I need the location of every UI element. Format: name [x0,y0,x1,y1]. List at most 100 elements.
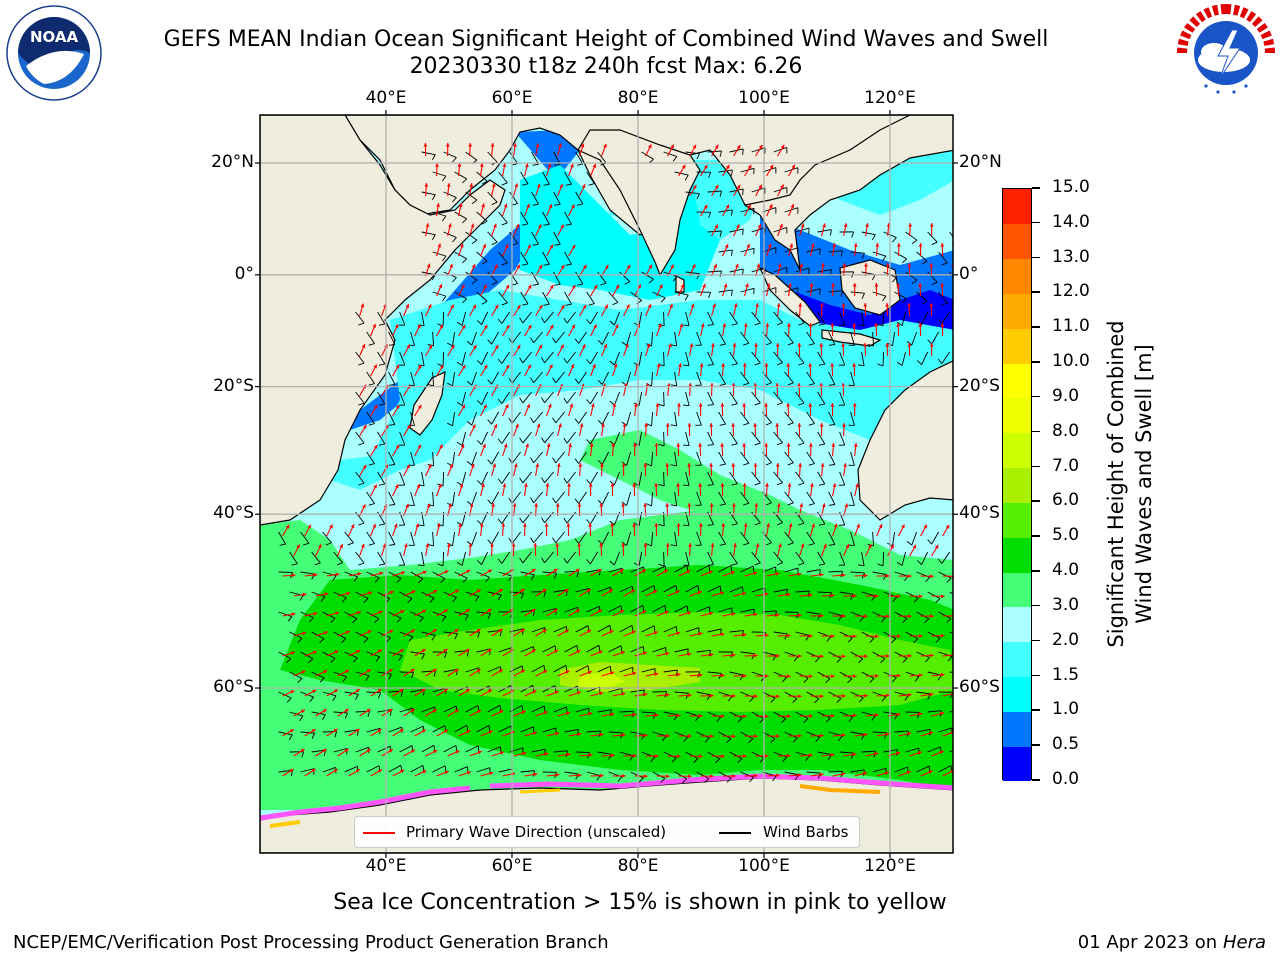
wave-arrow [436,688,448,697]
wave-arrow [929,342,934,357]
wave-arrow [852,282,857,297]
wave-arrow [656,363,661,377]
wind-barb [456,551,467,566]
wave-arrow [282,690,295,697]
wave-arrow [469,263,476,277]
wind-barb [645,531,654,547]
wind-barb [377,311,386,326]
wave-arrow [414,483,421,497]
wave-arrow [799,543,805,557]
wave-arrow [700,204,708,217]
wind-barb [476,211,488,225]
wave-arrow [643,462,648,477]
wave-arrow [392,523,398,537]
wave-arrow [678,693,692,698]
wind-barb [707,351,714,366]
wave-arrow [920,614,934,619]
wave-arrow [445,142,450,157]
wind-barb [894,651,908,663]
wind-barb [421,231,436,241]
wind-barb [762,731,776,743]
wave-arrow [425,708,438,717]
wave-arrow [458,203,463,217]
wind-barb [838,431,846,446]
land-madagascar [409,370,446,436]
wind-barb [894,291,908,304]
wind-barb [828,531,836,546]
wind-barb [729,751,743,763]
wave-arrow [907,262,912,277]
wind-barb [784,167,799,174]
wind-barb [896,351,907,366]
wave-arrow [469,628,481,637]
wave-arrow [874,322,879,337]
wave-arrow [788,164,796,177]
lon-label-top: 120°E [864,88,916,108]
band-1.0-1.5-sw [330,455,400,490]
wave-arrow [788,694,802,699]
colorbar-segment [1003,293,1031,329]
wave-arrow [777,543,782,557]
wave-arrow [348,523,355,537]
wind-barb [476,471,489,485]
wind-barb [398,311,406,326]
wave-arrow [898,731,912,737]
wind-barb [828,411,836,426]
wind-barb [432,651,448,659]
wind-barb [949,671,953,673]
wind-barb [685,191,700,200]
wave-arrow [370,649,383,657]
wave-arrow [579,753,593,757]
lat-label-left: 60°S [213,677,254,698]
wind-barb [586,644,601,653]
wind-barb [645,491,654,507]
wave-arrow [403,629,416,637]
wave-arrow [612,568,625,577]
wave-arrow [578,462,583,477]
wind-barb [938,571,952,583]
band-3.0-4.0-plume [580,430,860,545]
wave-arrow [678,164,686,177]
wave-arrow [359,424,367,437]
wave-arrow [568,691,582,697]
wind-barb [740,771,754,783]
wind-barb [630,645,645,653]
colorbar-tick-label: 15.0 [1052,177,1090,197]
wave-arrow [568,732,582,737]
wave-arrow [502,324,510,337]
wave-arrow [722,164,730,177]
wave-arrow [425,463,432,477]
wind-barb [410,764,425,773]
wind-barb [641,668,656,675]
wind-barb [740,287,755,295]
colorbar-tick-label: 7.0 [1052,455,1080,476]
wave-arrow [513,183,519,197]
wave-arrow [480,483,485,497]
wind-barb [641,625,656,633]
wave-arrow [698,442,703,457]
wind-barb [608,291,619,306]
wave-arrow [392,404,400,417]
wave-arrow [678,734,692,738]
wave-arrow [710,543,715,557]
legend-wind-barbs: Wind Barbs [763,823,849,841]
wave-arrow [370,523,376,537]
wind-barb [773,551,783,566]
wave-arrow [348,728,360,737]
wind-barb [906,531,918,546]
wave-arrow [776,303,781,317]
wave-arrow [524,284,532,297]
wave-arrow [744,773,758,778]
wind-barb [916,311,929,325]
wind-barb [729,391,738,406]
wave-arrow [645,343,651,357]
wave-arrow [392,648,405,657]
wind-barb [619,710,635,718]
wave-arrow [645,631,659,637]
wind-barb [487,371,499,385]
colorbar-segment [1003,711,1031,747]
wind-barb [553,151,561,166]
lon-label-top: 60°E [491,88,533,108]
wave-arrow [315,631,329,637]
wave-arrow [898,770,911,777]
